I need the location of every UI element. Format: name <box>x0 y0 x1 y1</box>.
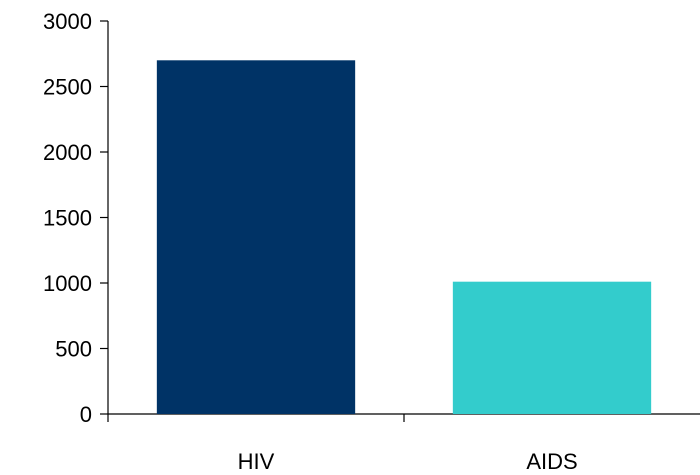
x-category-label: HIV <box>238 449 275 474</box>
bar-hiv <box>156 60 356 415</box>
y-tick-label: 0 <box>80 402 92 427</box>
bars <box>156 60 652 415</box>
y-tick-label: 2500 <box>43 75 92 100</box>
y-tick-label: 1500 <box>43 206 92 231</box>
y-axis: 0 500 1000 1500 2000 2500 3000 <box>43 9 109 427</box>
y-tick-label: 1000 <box>43 271 92 296</box>
x-category-label: AIDS <box>526 449 577 474</box>
y-tick-label: 3000 <box>43 9 92 34</box>
bar-aids <box>452 281 652 414</box>
x-axis: HIV AIDS <box>107 413 700 474</box>
y-tick-label: 500 <box>55 337 92 362</box>
y-tick-label: 2000 <box>43 140 92 165</box>
